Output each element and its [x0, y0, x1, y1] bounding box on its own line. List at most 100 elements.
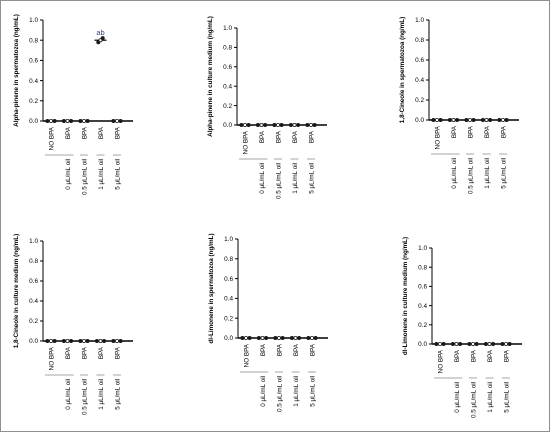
data-point — [484, 118, 489, 123]
group-label: 1 µL/mL oil — [293, 376, 300, 407]
category-label: NO BPA — [435, 125, 442, 149]
data-point — [246, 123, 251, 128]
data-point — [256, 335, 261, 340]
y-tick-label: 0.0 — [418, 341, 427, 348]
y-tick-label: 1.0 — [418, 245, 427, 252]
data-point — [69, 119, 74, 124]
group-label: 0.5 µL/mL oil — [471, 382, 478, 418]
data-point — [52, 119, 57, 124]
data-point — [260, 335, 265, 340]
y-tick-label: 0.4 — [29, 78, 38, 85]
y-tick-label: 0.4 — [418, 303, 427, 310]
data-point — [115, 338, 120, 343]
data-point — [497, 118, 502, 123]
y-tick-label: 0.0 — [415, 117, 424, 124]
y-axis-title: dl-Limonene in culture medium (ng/mL) — [402, 237, 409, 355]
y-tick-label: 1.0 — [224, 236, 233, 243]
y-tick-label: 0.8 — [223, 45, 232, 52]
group-label: 1 µL/mL oil — [98, 159, 105, 190]
chart-2: 0.0 0.2 0.4 0.6 0.8 1.0 Alpha-pinene in cultur… — [207, 16, 327, 199]
data-point — [263, 123, 268, 128]
group-label: 0.5 µL/mL oil — [82, 379, 89, 415]
data-point — [85, 119, 90, 124]
category-label: BPA — [65, 126, 72, 139]
category-label: BPA — [115, 346, 122, 359]
group-label: 1 µL/mL oil — [487, 382, 494, 413]
y-tick-label: 0.4 — [223, 83, 232, 90]
category-label: BPA — [82, 126, 89, 139]
data-point — [264, 335, 269, 340]
category-label: NO BPA — [438, 349, 445, 373]
category-label: BPA — [468, 125, 475, 138]
data-point — [507, 341, 512, 346]
data-point — [467, 341, 472, 346]
data-point — [259, 123, 264, 128]
data-point — [61, 338, 66, 343]
y-tick-label: 0.4 — [224, 296, 233, 303]
y-axis-title: Alpha-pinene in spermatozoa (ng/mL) — [13, 14, 20, 127]
data-point — [297, 335, 302, 340]
category-label: BPA — [65, 346, 72, 359]
data-point — [292, 123, 297, 128]
category-label: BPA — [293, 343, 300, 356]
data-point — [82, 119, 87, 124]
category-label: BPA — [471, 349, 478, 362]
category-label: BPA — [115, 126, 122, 139]
y-axis-title: dl-Limonene in spermatozoa (ng/mL) — [208, 233, 215, 343]
group-label: 1 µL/mL oil — [292, 163, 299, 194]
category-label: BPA — [98, 126, 105, 139]
category-label: BPA — [504, 349, 511, 362]
y-tick-label: 1.0 — [223, 25, 232, 32]
group-label: 5 µL/mL oil — [115, 159, 122, 190]
y-tick-label: 0.8 — [29, 258, 38, 265]
data-point — [500, 341, 505, 346]
data-point — [488, 118, 493, 123]
data-point — [309, 335, 314, 340]
data-point — [243, 335, 248, 340]
y-tick-label: 1.0 — [29, 17, 38, 24]
data-point — [471, 118, 476, 123]
data-point — [240, 335, 245, 340]
group-label: 0 µL/mL oil — [260, 376, 267, 407]
y-tick-label: 1.0 — [29, 238, 38, 245]
category-label: BPA — [259, 130, 266, 143]
category-label: BPA — [454, 349, 461, 362]
data-point — [305, 123, 310, 128]
group-label: 5 µL/mL oil — [504, 382, 511, 413]
data-point — [273, 335, 278, 340]
data-point — [52, 338, 57, 343]
group-label: 0.5 µL/mL oil — [468, 158, 475, 194]
group-label: 0.5 µL/mL oil — [276, 163, 283, 199]
data-point — [503, 341, 508, 346]
y-tick-label: 0.6 — [223, 64, 232, 71]
data-point — [280, 335, 285, 340]
data-point — [467, 118, 472, 123]
data-point — [434, 118, 439, 123]
category-label: BPA — [501, 125, 508, 138]
data-point — [491, 341, 496, 346]
data-point — [296, 123, 301, 128]
data-point — [275, 123, 280, 128]
y-tick-label: 0.4 — [29, 298, 38, 305]
group-label: 0 µL/mL oil — [454, 382, 461, 413]
data-point — [454, 341, 459, 346]
data-point — [438, 118, 443, 123]
category-label: NO BPA — [244, 343, 251, 367]
data-point — [474, 341, 479, 346]
category-label: BPA — [310, 343, 317, 356]
y-tick-label: 0.8 — [415, 37, 424, 44]
data-point — [437, 341, 442, 346]
data-point — [464, 118, 469, 123]
y-tick-label: 0.0 — [224, 335, 233, 342]
category-label: NO BPA — [49, 126, 56, 150]
data-point — [434, 341, 439, 346]
y-tick-label: 0.6 — [29, 278, 38, 285]
group-label: 1 µL/mL oil — [98, 379, 105, 410]
data-point — [65, 338, 70, 343]
category-label: BPA — [309, 130, 316, 143]
data-point — [306, 335, 311, 340]
group-label: 1 µL/mL oil — [484, 158, 491, 189]
category-label: BPA — [451, 125, 458, 138]
